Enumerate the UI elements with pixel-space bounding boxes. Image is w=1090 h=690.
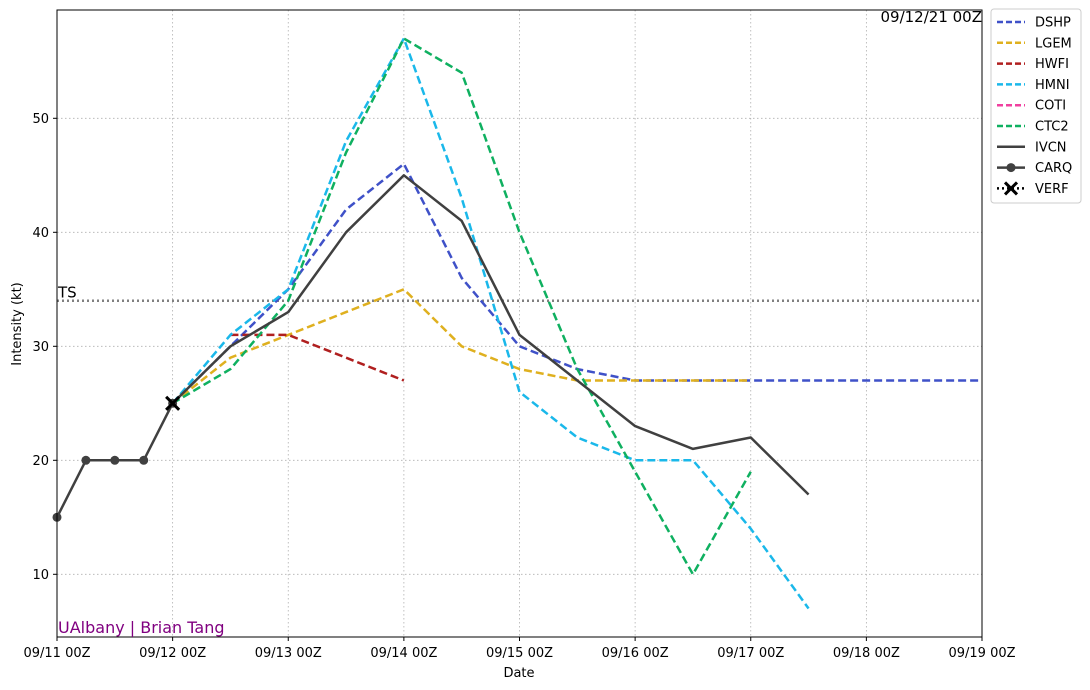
ts-threshold-label: TS [57,284,77,302]
x-axis-label: Date [503,666,534,681]
series-ctc2 [171,37,752,576]
series-hmni [171,37,810,610]
x-tick-label: 09/14 00Z [370,646,437,661]
y-tick-label: 20 [32,454,49,469]
axes-layer: 09/11 00Z 09/12 00Z 09/13 00Z 09/14 00Z 09/1… [23,112,1015,661]
series-layer [52,37,982,610]
point-carq [81,455,91,465]
legend-label-verf: VERF [1035,182,1069,197]
legend-item-hmni: HMNI [997,78,1070,93]
series-line-hmni [171,37,810,610]
y-axis-label: Intensity (kt) [10,282,25,365]
x-tick-label: 09/13 00Z [255,646,322,661]
series-verf [165,395,181,411]
timestamp-label: 09/12/21 00Z [881,8,983,26]
series-ivcn [171,174,810,496]
legend-item-hwfi: HWFI [997,57,1069,72]
series-hwfi [230,333,405,382]
legend-label-ivcn: IVCN [1035,140,1067,155]
y-tick-label: 30 [32,340,49,355]
legend-marker-verf [1003,181,1019,196]
legend-label-dshp: DSHP [1035,16,1071,31]
series-lgem [171,288,751,405]
y-tick-label: 40 [32,226,49,241]
legend-item-lgem: LGEM [997,36,1072,51]
series-line-hwfi [230,333,405,382]
legend-item-ivcn: IVCN [997,140,1067,155]
x-tick-label: 09/15 00Z [486,646,553,661]
y-tick-label: 50 [32,112,49,127]
legend-item-carq: CARQ [997,161,1072,176]
point-carq [110,455,120,465]
legend: DSHP LGEM HWFI HMNI COTI CTC2 IVCN CARQ VERF [990,8,1082,204]
threshold-layer: TS [57,284,982,302]
x-tick-label: 09/11 00Z [23,646,90,661]
point-carq [139,455,149,465]
legend-item-verf: VERF [997,181,1069,197]
legend-label-lgem: LGEM [1035,36,1072,51]
series-line-ctc2 [171,37,752,576]
x-tick-label: 09/12 00Z [139,646,206,661]
legend-label-carq: CARQ [1035,161,1072,176]
x-tick-label: 09/16 00Z [602,646,669,661]
x-tick-label: 09/18 00Z [833,646,900,661]
legend-box [990,8,1082,204]
legend-label-hwfi: HWFI [1035,57,1069,72]
x-tick-label: 09/19 00Z [948,646,1015,661]
credit-label: UAlbany | Brian Tang [58,618,225,637]
legend-item-coti: COTI [997,99,1066,114]
legend-label-ctc2: CTC2 [1035,120,1069,135]
x-tick-label: 09/17 00Z [717,646,784,661]
legend-label-coti: COTI [1035,99,1066,114]
legend-item-ctc2: CTC2 [997,120,1069,135]
legend-marker-carq [1006,163,1016,173]
grid-lines [57,10,982,637]
series-line-ivcn [171,174,810,496]
series-line-lgem [171,288,751,405]
y-tick-label: 10 [32,568,49,583]
point-verf [165,395,181,411]
legend-label-hmni: HMNI [1035,78,1070,93]
legend-item-dshp: DSHP [997,16,1071,31]
